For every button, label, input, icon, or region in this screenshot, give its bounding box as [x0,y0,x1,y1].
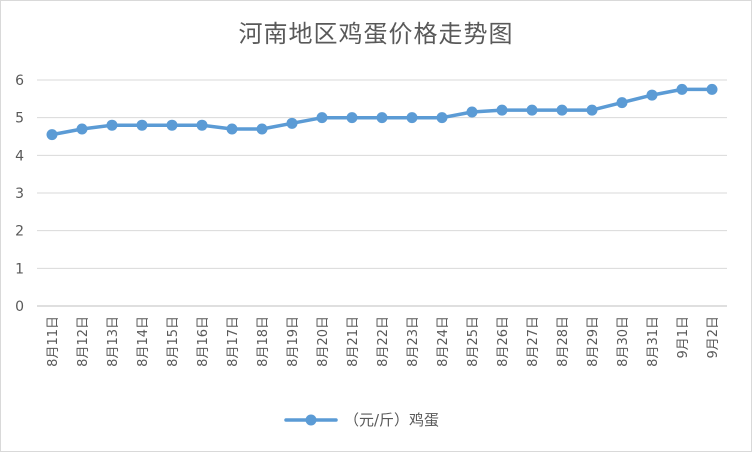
data-point [346,112,358,124]
chart-title: 河南地区鸡蛋价格走势图 [238,20,514,48]
y-tick-label: 2 [15,224,24,240]
x-tick-label: 9月1日 [676,316,691,359]
x-tick-label: 8月19日 [286,316,301,367]
x-tick-label: 8月24日 [436,316,451,367]
x-tick-label: 9月2日 [706,316,721,359]
x-tick-label: 8月30日 [616,316,631,367]
data-point [316,112,328,124]
data-point [376,112,388,124]
x-tick-label: 8月13日 [106,316,121,367]
y-axis-ticks: 0 1 2 3 4 5 6 [15,73,24,315]
x-tick-label: 8月29日 [586,316,601,367]
data-point [286,117,298,129]
data-point [196,119,208,131]
legend: （元/斤）鸡蛋 [284,411,439,429]
series-layer [46,83,718,141]
data-point [526,104,538,116]
x-tick-label: 8月18日 [256,316,271,367]
x-tick-label: 8月12日 [76,316,91,367]
data-point [466,106,478,118]
y-tick-label: 1 [15,261,24,277]
x-tick-label: 8月31日 [646,316,661,367]
legend-marker [305,414,317,426]
data-point [136,119,148,131]
x-tick-label: 8月15日 [166,316,181,367]
data-point [616,97,628,109]
x-axis-ticks: 8月11日 8月12日 8月13日 8月14日 8月15日 8月16日 8月17日 8月18日… [46,316,721,367]
data-point [166,119,178,131]
data-point [496,104,508,116]
x-tick-label: 8月20日 [316,316,331,367]
data-point [256,123,268,135]
data-point [646,89,658,101]
x-tick-label: 8月16日 [196,316,211,367]
x-tick-label: 8月26日 [496,316,511,367]
x-tick-label: 8月25日 [466,316,481,367]
x-tick-label: 8月22日 [376,316,391,367]
data-point [706,83,718,95]
x-tick-label: 8月11日 [46,316,61,367]
data-point [586,104,598,116]
data-point [436,112,448,124]
legend-label: （元/斤）鸡蛋 [344,411,439,429]
y-tick-label: 0 [15,299,24,315]
data-point [406,112,418,124]
data-point [226,123,238,135]
series-line [50,87,714,137]
data-point [106,119,118,131]
data-point [76,123,88,135]
data-point [556,104,568,116]
y-tick-label: 4 [15,148,24,164]
x-tick-label: 8月14日 [136,316,151,367]
x-tick-label: 8月23日 [406,316,421,367]
y-tick-label: 6 [15,73,24,89]
data-point [676,83,688,95]
y-tick-label: 3 [15,186,24,202]
x-tick-label: 8月27日 [526,316,541,367]
x-tick-label: 8月17日 [226,316,241,367]
data-point [46,129,58,141]
x-tick-label: 8月28日 [556,316,571,367]
y-tick-label: 5 [15,111,24,127]
x-tick-label: 8月21日 [346,316,361,367]
